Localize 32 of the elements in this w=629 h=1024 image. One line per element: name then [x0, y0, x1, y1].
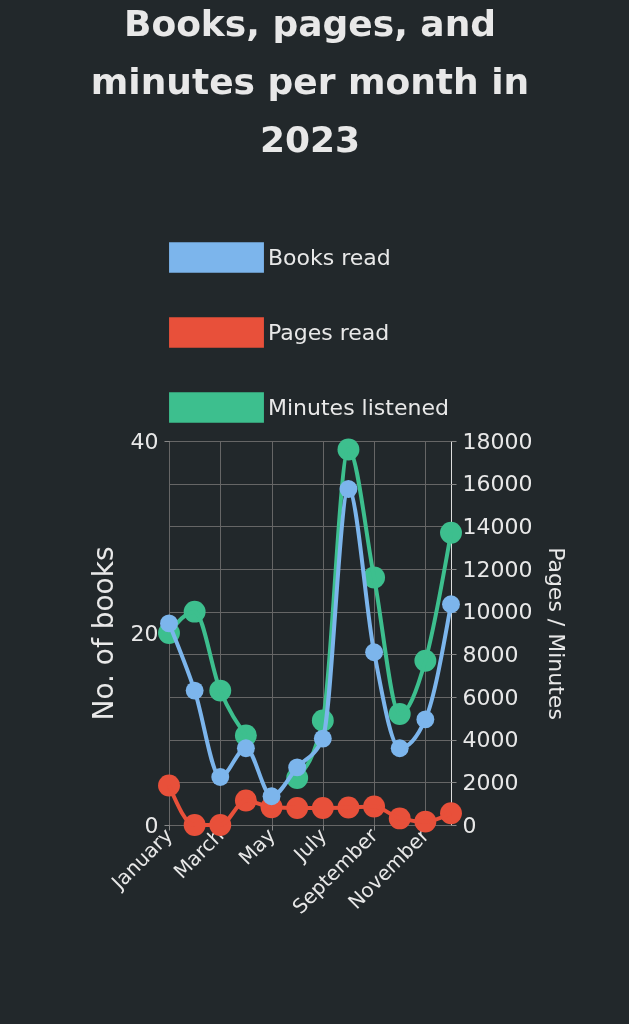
legend-label: Minutes listened	[268, 394, 449, 420]
point	[211, 768, 230, 786]
point	[313, 729, 332, 748]
legend-label: Books read	[268, 244, 391, 270]
point	[288, 758, 307, 777]
point	[416, 710, 435, 729]
legend-label: Pages read	[268, 319, 390, 345]
y2-tick-label: 0	[462, 812, 477, 838]
y2-tick-label: 12000	[462, 556, 533, 582]
y-axis-title: No. of books	[86, 546, 120, 721]
point	[160, 614, 178, 633]
y-tick-label: 20	[130, 620, 159, 646]
y2-axis-title: Pages / Minutes	[544, 547, 570, 720]
point	[390, 739, 409, 758]
point	[236, 739, 255, 758]
y2-tick-label: 4000	[462, 727, 519, 753]
y2-tick-label: 14000	[462, 513, 533, 539]
y2-tick-label: 18000	[462, 428, 533, 454]
point	[440, 802, 462, 825]
y2-tick-label: 16000	[462, 471, 533, 497]
y-tick-label: 40	[130, 428, 159, 454]
y2-tick-label: 2000	[462, 769, 519, 795]
chart-title: Books, pages, and minutes per month in 2023	[90, 3, 530, 160]
y2-tick-label: 8000	[462, 641, 519, 667]
point	[442, 595, 460, 614]
point	[365, 643, 384, 662]
y2-tick-label: 10000	[462, 599, 533, 625]
point	[440, 521, 462, 544]
y2-tick-label: 6000	[462, 684, 519, 710]
point	[262, 787, 281, 806]
point	[339, 480, 358, 498]
point	[185, 681, 204, 700]
